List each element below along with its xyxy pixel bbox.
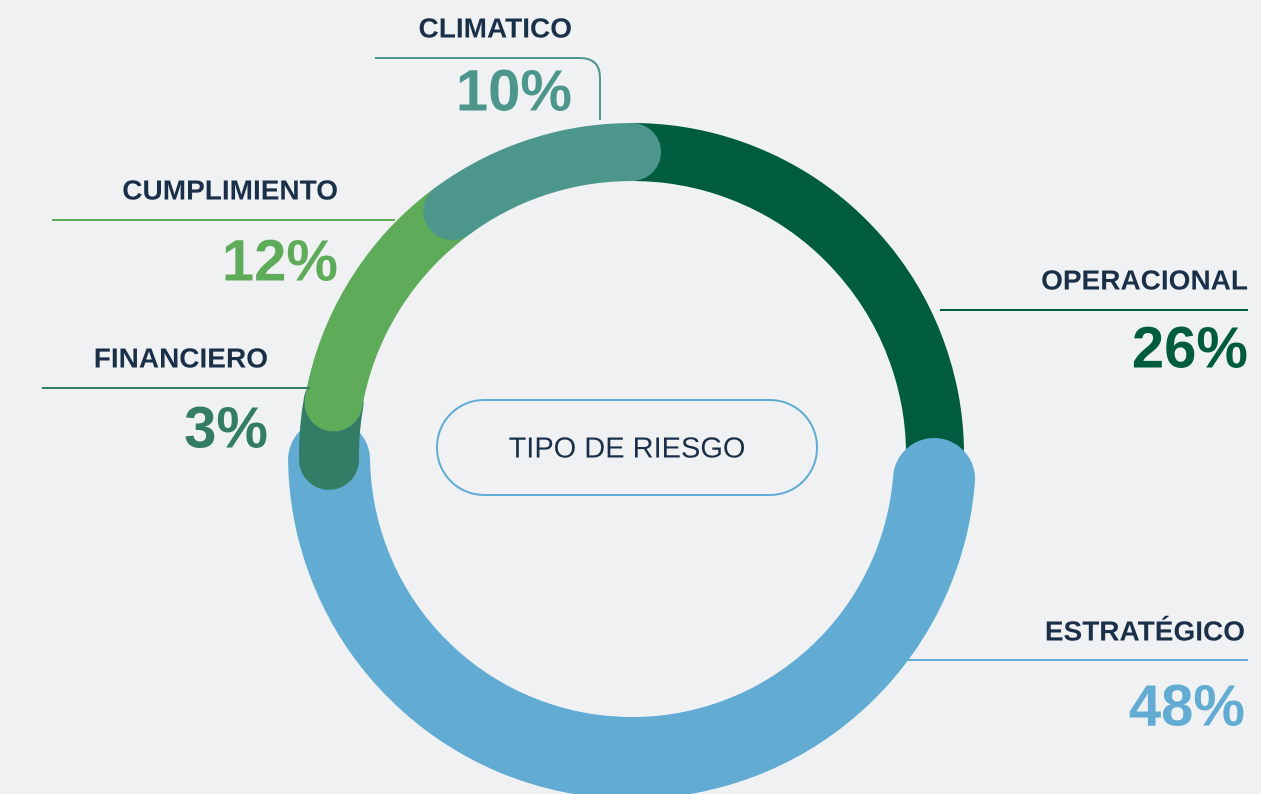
center-label: TIPO DE RIESGO	[509, 433, 746, 465]
value-label: 3%	[184, 395, 268, 460]
value-label: 10%	[456, 58, 572, 123]
leader-line	[375, 57, 601, 120]
value-label: 12%	[222, 228, 338, 293]
category-label: OPERACIONAL	[1041, 264, 1248, 295]
category-label: ESTRATÉGICO	[1045, 615, 1245, 646]
center-pill	[436, 399, 818, 496]
donut-segment	[603, 123, 964, 509]
value-label: 48%	[1129, 673, 1245, 738]
value-label: 26%	[1132, 315, 1248, 380]
donut-segment	[288, 418, 976, 794]
donut-segment	[423, 123, 661, 241]
category-label: CUMPLIMIENTO	[122, 174, 338, 205]
donut-segment	[304, 182, 482, 432]
category-label: FINANCIERO	[94, 342, 268, 373]
category-label: CLIMATICO	[419, 12, 572, 43]
